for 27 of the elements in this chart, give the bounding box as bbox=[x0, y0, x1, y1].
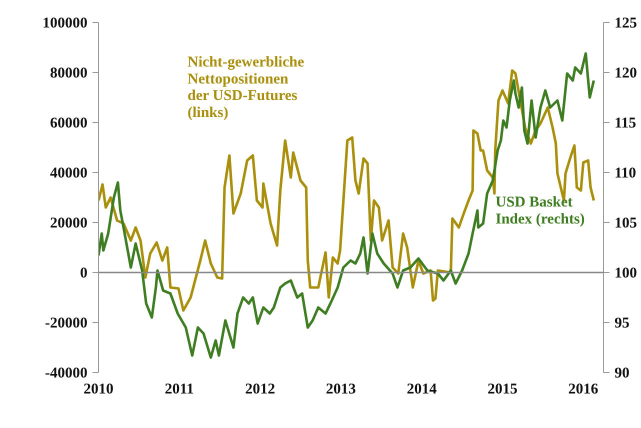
x-tick-label: 2011 bbox=[164, 382, 194, 398]
y2-tick-label: 110 bbox=[614, 166, 636, 182]
series-label: USD Basket Index (rechts) bbox=[496, 194, 585, 228]
y2-tick-label: 120 bbox=[614, 66, 637, 82]
x-tick-label: 2013 bbox=[326, 382, 356, 398]
y-tick-label: 20000 bbox=[50, 216, 88, 232]
series-label: Nicht-gewerbliche Nettopositionen der USD-Futures (links) bbox=[188, 54, 304, 121]
line-series bbox=[98, 52, 596, 359]
y2-tick-label: 105 bbox=[614, 216, 637, 232]
y-tick-label: -40000 bbox=[45, 366, 88, 382]
line-series bbox=[98, 69, 596, 312]
y2-tick-label: 95 bbox=[614, 316, 630, 332]
y-tick-label: 40000 bbox=[50, 166, 88, 182]
x-tick-label: 2016 bbox=[568, 382, 599, 398]
x-tick-label: 2014 bbox=[406, 382, 438, 398]
y-tick-label: 80000 bbox=[50, 66, 88, 82]
y-tick-label: 0 bbox=[80, 266, 88, 282]
y-tick-label: -20000 bbox=[45, 316, 88, 332]
x-tick-label: 2012 bbox=[245, 382, 276, 398]
x-tick-label: 2010 bbox=[84, 382, 114, 398]
y2-tick-label: 125 bbox=[614, 16, 637, 32]
y-tick-label: 100000 bbox=[42, 16, 88, 32]
y2-tick-label: 100 bbox=[614, 266, 637, 282]
y2-tick-label: 90 bbox=[614, 366, 630, 382]
y-tick-label: 60000 bbox=[50, 116, 88, 132]
x-tick-label: 2015 bbox=[488, 382, 518, 398]
y2-tick-label: 115 bbox=[614, 116, 636, 132]
